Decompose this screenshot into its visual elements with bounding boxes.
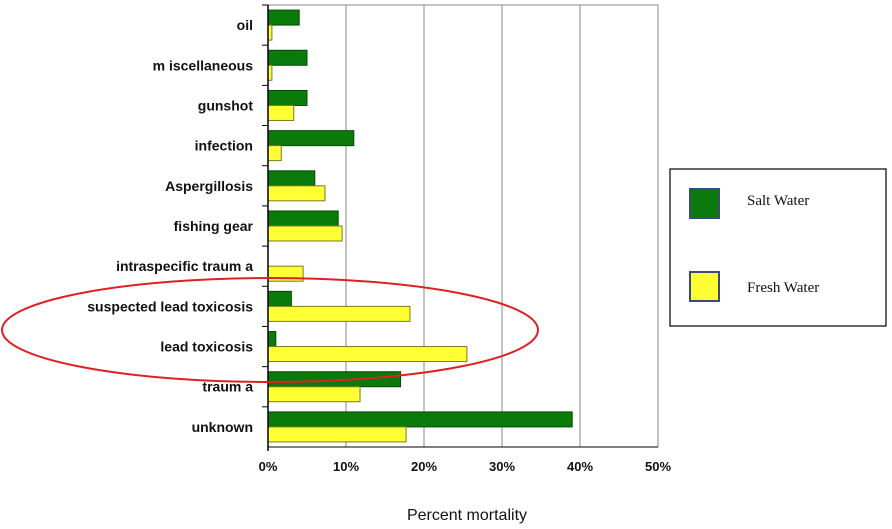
bar-salt-water-lead-toxicosis (267, 331, 277, 348)
axis-layer (262, 4, 658, 451)
bar-salt-water-infection (267, 130, 355, 147)
bar-salt-water-traum-a (267, 371, 402, 388)
category-label-unknown: unknown (192, 419, 253, 435)
bars-layer (267, 9, 573, 443)
bar-salt-water-oil (267, 9, 300, 26)
category-label-infection: infection (195, 138, 253, 154)
category-label-m-iscellaneous: m iscellaneous (153, 57, 254, 73)
x-tick-label: 30% (489, 459, 515, 474)
category-label-fishing-gear: fishing gear (174, 218, 254, 234)
category-label-traum-a: traum a (202, 379, 253, 395)
x-tick-label: 0% (259, 459, 278, 474)
x-axis-title: Percent mortality (407, 507, 527, 524)
legend-label-fresh-water: Fresh Water (747, 280, 819, 296)
bar-salt-water-fishing-gear (267, 210, 339, 227)
category-label-intraspecific-traum-a: intraspecific traum a (116, 258, 253, 274)
category-label-aspergillosis: Aspergillosis (165, 178, 253, 194)
tick-labels: 0% 10% 20% 30% 40% 50% (259, 459, 672, 474)
category-labels: oil m iscellaneous gunshot infection Aspergi… (87, 17, 253, 435)
bar-fresh-water-traum-a (267, 386, 361, 403)
bar-fresh-water-infection (267, 145, 282, 162)
bar-fresh-water-unknown (267, 426, 407, 443)
bar-fresh-water-lead-toxicosis (267, 346, 468, 363)
legend-swatch-salt-water (689, 188, 720, 219)
category-label-lead-toxicosis: lead toxicosis (160, 339, 253, 355)
x-tick-label: 10% (333, 459, 359, 474)
bar-fresh-water-gunshot (267, 104, 295, 121)
bar-fresh-water-aspergillosis (267, 185, 326, 202)
bar-salt-water-suspected-lead-toxicosis (267, 290, 292, 307)
bar-salt-water-unknown (267, 411, 573, 428)
x-tick-label: 40% (567, 459, 593, 474)
legend-swatch-fresh-water (689, 271, 720, 302)
bar-salt-water-gunshot (267, 89, 308, 106)
bar-salt-water-m-iscellaneous (267, 49, 308, 66)
x-tick-label: 50% (645, 459, 671, 474)
category-label-suspected-lead-toxicosis: suspected lead toxicosis (87, 298, 253, 314)
highlight-ellipse (1, 277, 539, 383)
legend: Salt Water Fresh Water (669, 168, 887, 327)
x-tick-label: 20% (411, 459, 437, 474)
bar-fresh-water-suspected-lead-toxicosis (267, 305, 411, 322)
legend-label-salt-water: Salt Water (747, 193, 809, 209)
bar-fresh-water-fishing-gear (267, 225, 343, 242)
bar-salt-water-aspergillosis (267, 170, 316, 187)
category-label-gunshot: gunshot (198, 97, 254, 113)
category-label-oil: oil (237, 17, 253, 33)
